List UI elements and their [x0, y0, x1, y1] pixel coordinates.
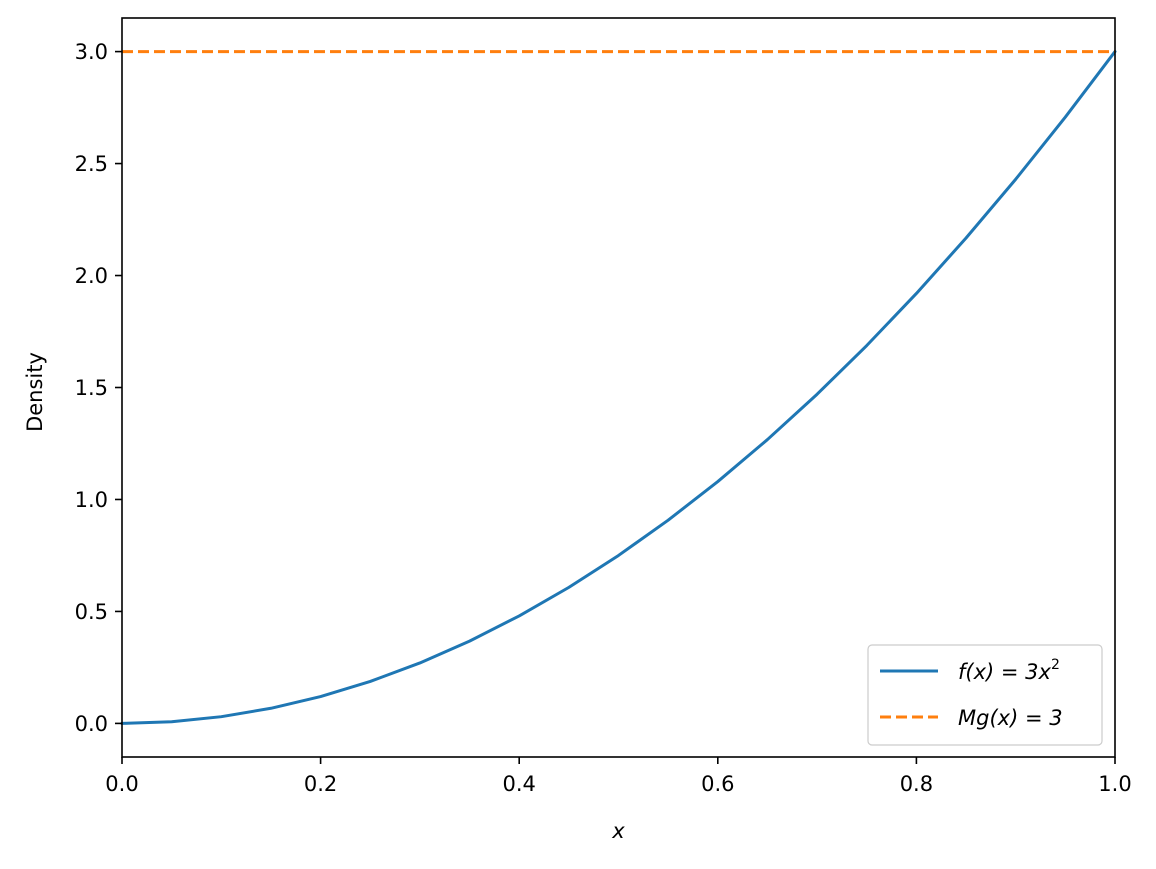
y-tick-label: 2.0: [75, 264, 108, 288]
x-tick-label: 0.2: [304, 772, 337, 796]
legend-label-f-main: f(x) = 3x: [958, 660, 1052, 684]
legend: f(x) = 3x2 Mg(x) = 3: [867, 644, 1103, 746]
series-line-0: [120, 50, 1117, 725]
x-tick-label: 0.4: [502, 772, 535, 796]
y-tick-label: 0.5: [75, 600, 108, 624]
y-tick-label: 2.5: [75, 152, 108, 176]
plot-area: [122, 18, 1115, 757]
x-tick-label: 0.8: [900, 772, 933, 796]
y-tick-label: 1.0: [75, 488, 108, 512]
legend-label-mg: Mg(x) = 3: [958, 706, 1063, 730]
legend-label-f-sup: 2: [1051, 657, 1060, 673]
y-tick-label: 1.5: [75, 376, 108, 400]
legend-label-f: f(x) = 3x2: [958, 657, 1060, 684]
y-tick-label: 0.0: [75, 712, 108, 736]
x-tick-label: 0.0: [105, 772, 138, 796]
x-axis: 0.0 0.2 0.4 0.6 0.8 1.0: [105, 757, 1132, 796]
series-layer: [120, 50, 1117, 725]
y-axis: 0.0 0.5 1.0 1.5 2.0 2.5 3.0: [75, 40, 122, 736]
y-axis-label: Density: [23, 352, 47, 432]
x-tick-label: 0.6: [701, 772, 734, 796]
y-tick-label: 3.0: [75, 40, 108, 64]
x-tick-label: 1.0: [1098, 772, 1131, 796]
x-axis-label: x: [611, 819, 625, 843]
